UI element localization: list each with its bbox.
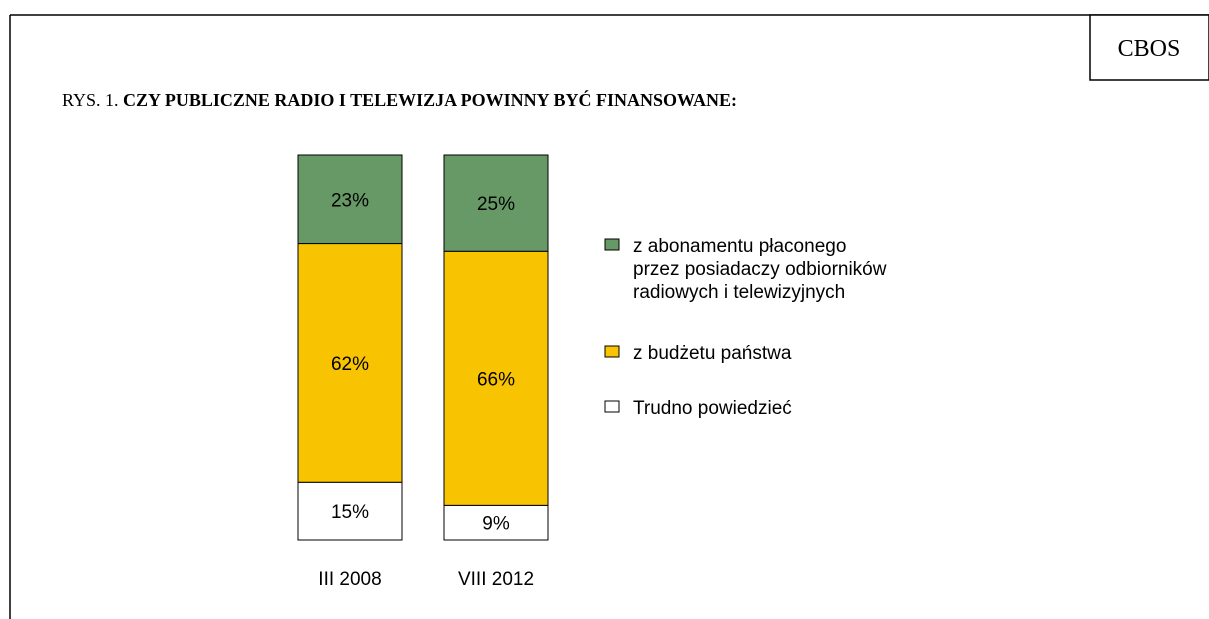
legend-swatch — [604, 238, 620, 251]
legend-label: z budżetu państwa — [633, 343, 792, 364]
bar-segment — [297, 243, 403, 483]
chart-title: RYS. 1. CZY PUBLICZNE RADIO I TELEWIZJA … — [62, 89, 737, 110]
legend-swatch — [604, 400, 620, 413]
value-label: 66% — [477, 369, 515, 390]
bar-segment — [443, 154, 549, 252]
legend-label: z abonamentu płaconego przez posiadaczy o… — [633, 236, 887, 303]
bar-segment — [443, 250, 549, 506]
bar-segment — [297, 481, 403, 541]
title-prefix: RYS. 1. — [62, 90, 119, 110]
x-tick-label: VIII 2012 — [458, 569, 534, 590]
value-label: 23% — [331, 190, 369, 211]
legend-label: Trudno powiedzieć — [633, 398, 792, 419]
legend-swatch — [604, 345, 620, 358]
source-box — [1089, 14, 1209, 81]
value-label: 62% — [331, 354, 369, 375]
source: CBOS — [1118, 36, 1181, 62]
bar-segment — [297, 154, 403, 245]
x-tick-label: III 2008 — [318, 569, 381, 590]
value-label: 25% — [477, 194, 515, 215]
value-label: 15% — [331, 502, 369, 523]
title-text: CZY PUBLICZNE RADIO I TELEWIZJA POWINNY … — [123, 89, 737, 110]
value-label: 9% — [482, 514, 510, 535]
